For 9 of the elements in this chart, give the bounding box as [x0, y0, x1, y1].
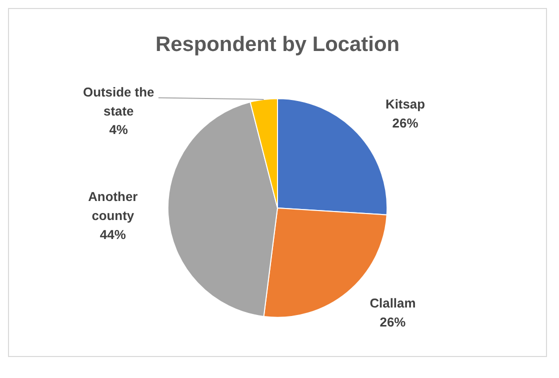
slice-label: Another county	[88, 189, 138, 224]
chart-title: Respondent by Location	[156, 33, 400, 56]
data-label: 44%	[100, 227, 126, 242]
data-label: 4%	[109, 122, 128, 138]
slice-label: Kitsap	[385, 96, 426, 112]
data-label: 26%	[392, 115, 419, 130]
slice-label: Outside the state	[83, 84, 154, 118]
data-label: 26%	[380, 314, 406, 330]
slice-label: Clallam	[370, 295, 416, 310]
